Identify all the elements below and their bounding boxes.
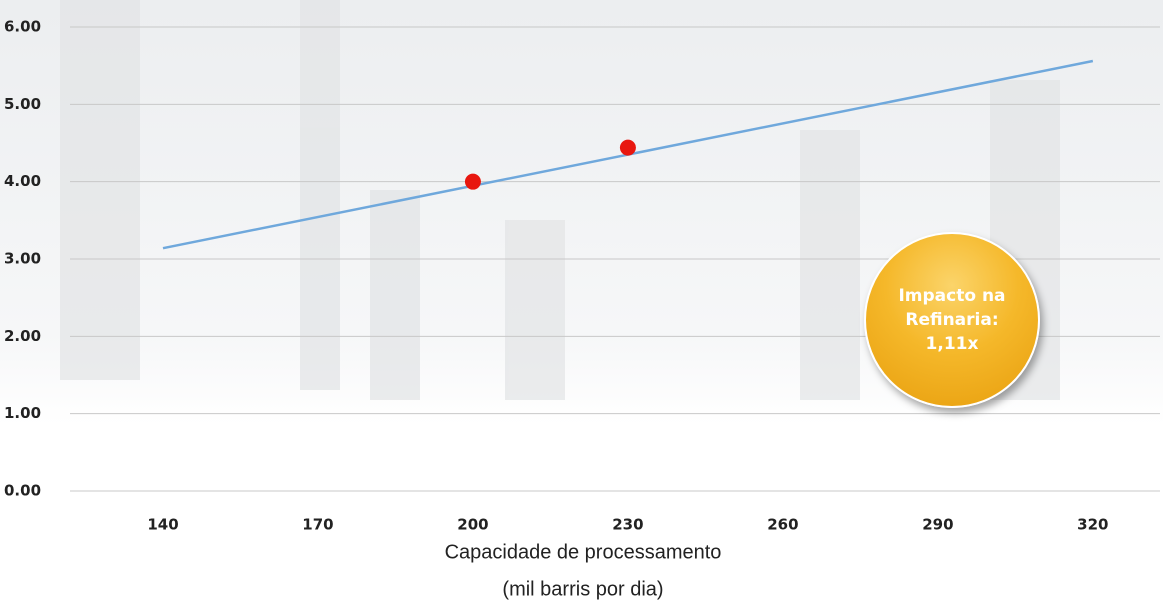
x-tick-label: 320: [1077, 516, 1108, 534]
background-shapes: [60, 0, 1060, 400]
y-tick-label: 4.00: [4, 172, 41, 190]
y-tick-label: 5.00: [4, 95, 41, 113]
y-tick-label: 6.00: [4, 18, 41, 36]
data-point: [619, 139, 636, 156]
x-tick-label: 200: [457, 516, 488, 534]
y-tick-label: 1.00: [4, 404, 41, 422]
x-tick-label: 290: [922, 516, 953, 534]
x-tick-label: 260: [767, 516, 798, 534]
y-tick-label: 2.00: [4, 327, 41, 345]
x-tick-label: 140: [147, 516, 178, 534]
x-axis-label: (mil barris por dia): [502, 578, 663, 600]
y-tick-label: 3.00: [4, 250, 41, 268]
y-tick-label: 0.00: [4, 482, 41, 500]
x-tick-label: 170: [302, 516, 333, 534]
x-axis-label: Capacidade de processamento: [445, 541, 722, 563]
data-point: [464, 173, 481, 190]
x-tick-label: 230: [612, 516, 643, 534]
impact-badge: Impacto na Refinaria: 1,11x: [864, 232, 1040, 408]
